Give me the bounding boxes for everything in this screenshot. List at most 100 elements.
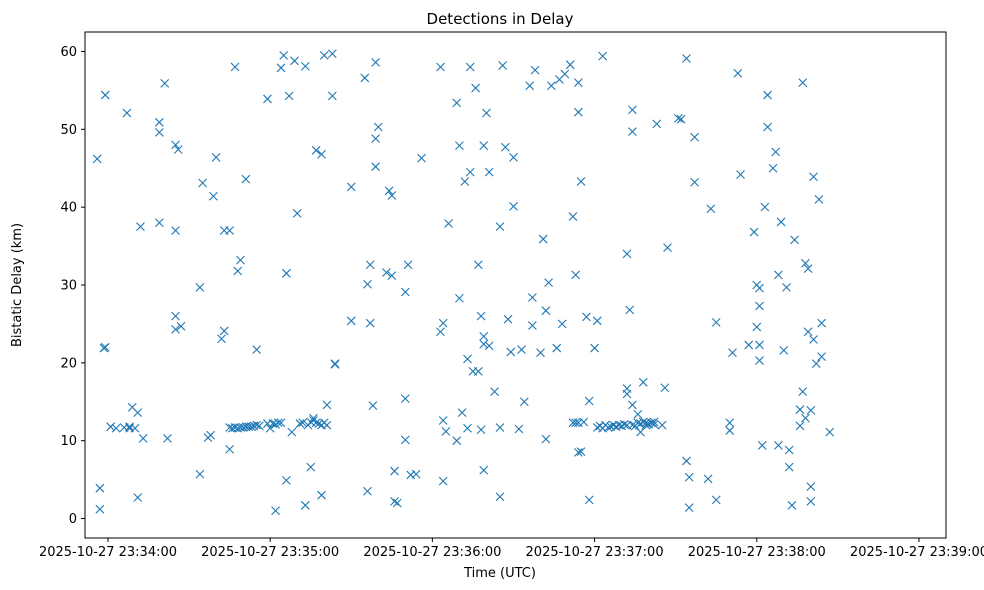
data-point [327, 49, 337, 59]
data-point [552, 343, 562, 353]
data-point [465, 167, 475, 177]
data-point [628, 400, 637, 410]
data-point [690, 177, 699, 187]
data-point [465, 62, 475, 72]
data-point [319, 50, 329, 60]
data-point [530, 65, 540, 75]
data-point [682, 54, 691, 63]
data-point [330, 359, 340, 369]
data-point [263, 94, 272, 104]
data-point [298, 418, 308, 428]
data-point [217, 334, 226, 344]
data-point [628, 420, 637, 430]
data-point [784, 462, 794, 472]
data-point [649, 417, 659, 427]
data-point [390, 466, 399, 476]
data-point [306, 462, 316, 472]
y-tick-label: 50 [60, 123, 77, 138]
data-point [322, 400, 332, 410]
data-point [100, 90, 110, 100]
data-point [438, 476, 448, 486]
data-point [211, 152, 221, 162]
data-point [546, 81, 556, 91]
data-point [495, 222, 505, 232]
data-point [584, 396, 594, 406]
data-point [825, 427, 835, 437]
data-point [509, 201, 518, 211]
data-point [565, 60, 575, 70]
data-point [711, 317, 721, 327]
data-point [755, 301, 764, 311]
data-point [803, 264, 813, 274]
data-point [92, 154, 102, 164]
data-point [209, 191, 218, 201]
data-point [571, 418, 581, 428]
data-point [473, 260, 483, 270]
data-point [682, 456, 691, 466]
data-point [295, 419, 305, 428]
data-point [271, 419, 280, 429]
data-point [514, 424, 524, 434]
data-point [125, 422, 134, 432]
y-axis-ticks: 0 10 20 30 40 50 60 [60, 45, 85, 527]
data-point [503, 314, 513, 324]
data-point [749, 227, 759, 237]
x-tick-label: 2025-10-27 23:34:00 [39, 545, 177, 560]
data-point [173, 145, 183, 154]
data-point [495, 492, 505, 502]
data-point [541, 434, 551, 444]
data-point [573, 107, 583, 117]
data-point [436, 62, 445, 72]
data-point [603, 423, 613, 432]
x-tick-label: 2025-10-27 23:39:00 [850, 545, 984, 560]
data-point [195, 469, 205, 479]
data-point [809, 335, 818, 344]
data-point [236, 255, 245, 265]
data-point [311, 418, 321, 428]
data-point [763, 90, 772, 100]
data-point [176, 321, 186, 331]
data-point [330, 360, 340, 369]
data-point [327, 91, 337, 101]
data-point [438, 318, 448, 328]
data-point [590, 343, 599, 353]
data-point [382, 268, 391, 277]
data-point [317, 490, 326, 500]
data-point [230, 62, 240, 72]
data-point [133, 493, 143, 502]
data-point [736, 170, 745, 179]
data-point [571, 270, 581, 280]
data-point [387, 191, 397, 200]
data-point [703, 474, 713, 484]
data-point [154, 117, 164, 127]
data-point [198, 178, 207, 188]
data-point [171, 311, 180, 321]
data-point [811, 359, 821, 369]
data-point [252, 420, 262, 430]
data-point [755, 356, 764, 365]
data-point [241, 174, 251, 184]
data-point [798, 387, 808, 397]
data-point [279, 50, 289, 60]
data-point [500, 142, 510, 152]
data-point [276, 63, 286, 73]
data-point [806, 497, 816, 506]
data-point [638, 377, 648, 387]
data-point [479, 141, 489, 151]
data-point [711, 495, 721, 505]
data-point [363, 486, 372, 496]
data-point [782, 282, 791, 292]
data-point [619, 419, 629, 429]
data-point [657, 420, 667, 430]
y-tick-label: 0 [69, 512, 77, 527]
data-point [784, 445, 794, 455]
y-tick-label: 20 [60, 356, 77, 371]
data-point [479, 339, 489, 349]
plot-area [85, 32, 946, 538]
data-point [579, 417, 589, 427]
data-point [482, 108, 491, 118]
data-point [311, 145, 321, 155]
data-point [368, 401, 378, 411]
data-point [111, 423, 121, 433]
